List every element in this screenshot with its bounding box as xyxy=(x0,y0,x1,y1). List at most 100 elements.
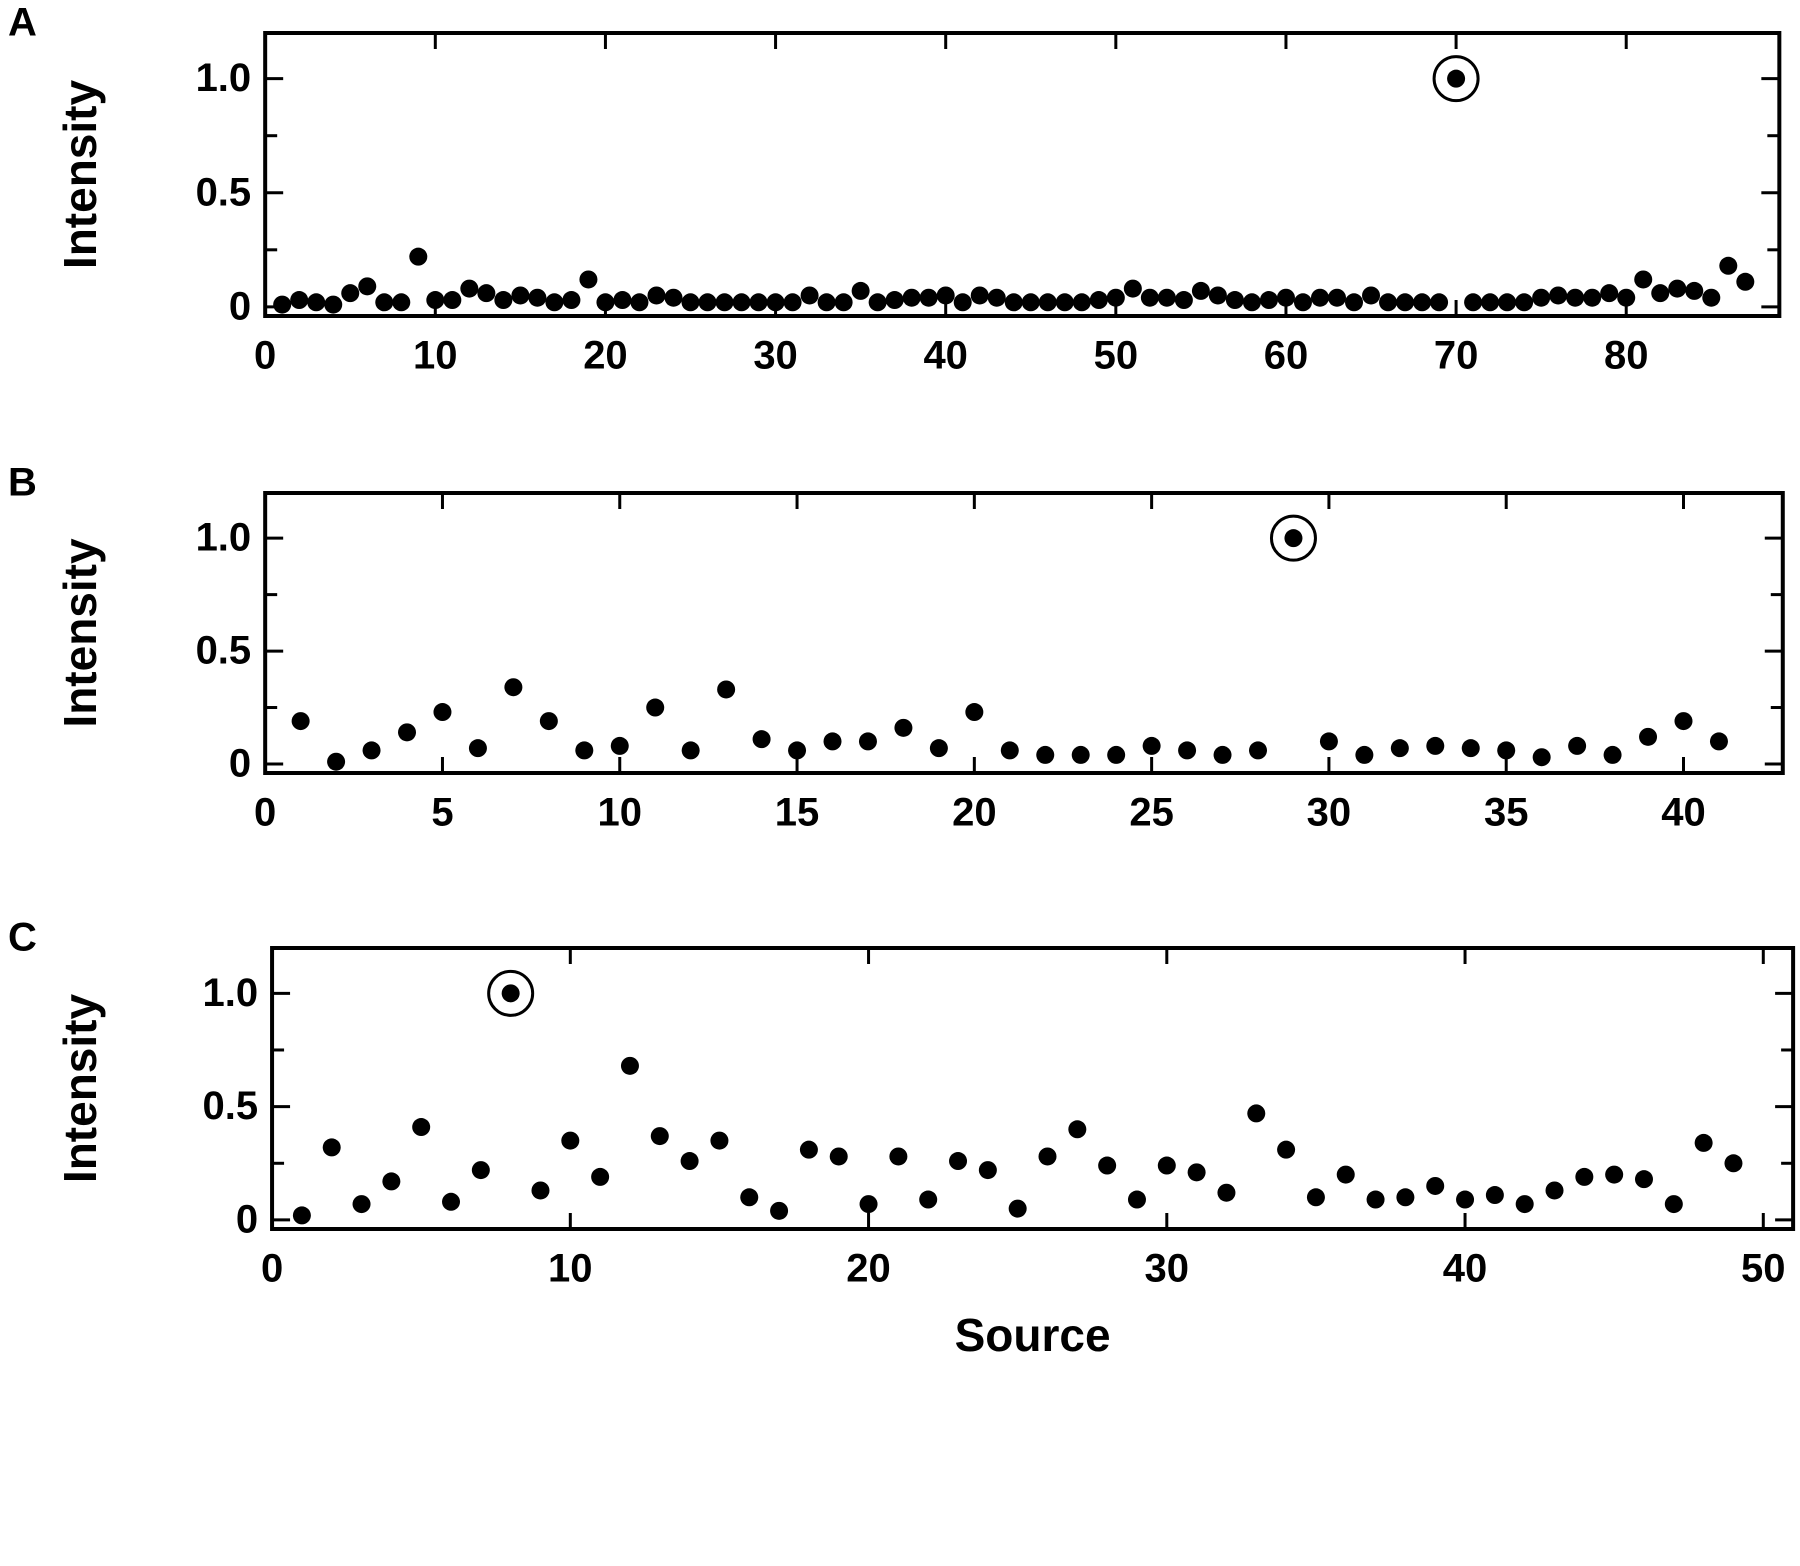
point xyxy=(1277,1140,1296,1159)
point xyxy=(715,293,734,312)
point xyxy=(1306,1188,1325,1207)
point xyxy=(710,1131,729,1150)
point xyxy=(1208,286,1227,305)
point xyxy=(1191,281,1210,300)
point xyxy=(613,291,632,310)
point xyxy=(868,293,887,312)
point xyxy=(894,718,913,737)
point xyxy=(664,288,683,307)
point xyxy=(902,288,921,307)
point xyxy=(1055,293,1074,312)
point xyxy=(1142,736,1161,755)
point xyxy=(953,293,972,312)
point xyxy=(1515,1195,1534,1214)
point xyxy=(468,739,487,758)
point xyxy=(362,741,381,760)
point xyxy=(501,984,520,1003)
point xyxy=(858,732,877,751)
plot-frame xyxy=(263,31,1782,318)
point xyxy=(919,288,938,307)
point xyxy=(1038,293,1057,312)
point xyxy=(717,680,736,699)
point xyxy=(511,286,530,305)
point xyxy=(1634,270,1653,289)
point xyxy=(596,293,615,312)
point xyxy=(1293,293,1312,312)
point xyxy=(783,293,802,312)
point xyxy=(433,703,452,722)
point xyxy=(1532,748,1551,767)
point xyxy=(528,288,547,307)
point xyxy=(1068,1120,1087,1139)
point xyxy=(929,739,948,758)
point xyxy=(889,1147,908,1166)
x-tick-label: 20 xyxy=(952,791,997,835)
point xyxy=(322,1138,341,1157)
x-tick-label: 5 xyxy=(431,791,453,835)
point xyxy=(1187,1163,1206,1182)
point xyxy=(610,736,629,755)
x-tick-label: 10 xyxy=(598,791,643,835)
point xyxy=(324,295,343,314)
x-tick-label: 15 xyxy=(775,791,820,835)
point xyxy=(1249,741,1268,760)
x-tick-label: 80 xyxy=(1604,334,1649,378)
point xyxy=(1617,288,1636,307)
point xyxy=(766,293,785,312)
point xyxy=(562,291,581,310)
point xyxy=(398,723,417,742)
point xyxy=(1724,1154,1743,1173)
point xyxy=(477,284,496,303)
point xyxy=(732,293,751,312)
point xyxy=(358,277,377,296)
point xyxy=(341,284,360,303)
point xyxy=(647,286,666,305)
point xyxy=(681,293,700,312)
y-tick-label: 0 xyxy=(229,284,251,328)
x-tick-label: 60 xyxy=(1264,334,1309,378)
point xyxy=(1694,1133,1713,1152)
point xyxy=(1366,1190,1385,1209)
y-axis-label: Intensity xyxy=(54,80,106,270)
point xyxy=(1008,1199,1027,1218)
point xyxy=(1736,272,1755,291)
point xyxy=(1651,284,1670,303)
point xyxy=(1575,1167,1594,1186)
point xyxy=(1674,712,1693,731)
point xyxy=(531,1181,550,1200)
point xyxy=(1634,1170,1653,1189)
point xyxy=(949,1152,968,1171)
point xyxy=(788,741,807,760)
point xyxy=(273,295,292,314)
point xyxy=(1426,1176,1445,1195)
point xyxy=(1071,745,1090,764)
point xyxy=(426,291,445,310)
point xyxy=(799,1140,818,1159)
x-tick-label: 20 xyxy=(846,1247,891,1291)
point xyxy=(1036,745,1055,764)
point xyxy=(749,293,768,312)
point xyxy=(1319,732,1338,751)
x-tick-label: 30 xyxy=(1307,791,1352,835)
y-tick-label: 1.0 xyxy=(196,516,252,560)
y-tick-label: 0.5 xyxy=(196,629,252,673)
x-tick-label: 40 xyxy=(1661,791,1706,835)
point xyxy=(1497,741,1516,760)
point xyxy=(1213,745,1232,764)
x-tick-label: 20 xyxy=(583,334,628,378)
point xyxy=(460,279,479,298)
plot-frame xyxy=(263,491,1785,775)
point xyxy=(919,1190,938,1209)
point xyxy=(382,1172,401,1191)
plot-frame xyxy=(270,946,1796,1231)
point xyxy=(1106,288,1125,307)
point xyxy=(1583,288,1602,307)
point xyxy=(591,1167,610,1186)
y-axis-label: Intensity xyxy=(54,994,106,1184)
point xyxy=(307,293,326,312)
point xyxy=(834,293,853,312)
point xyxy=(579,270,598,289)
point xyxy=(1515,293,1534,312)
point xyxy=(504,678,523,697)
point xyxy=(290,291,309,310)
